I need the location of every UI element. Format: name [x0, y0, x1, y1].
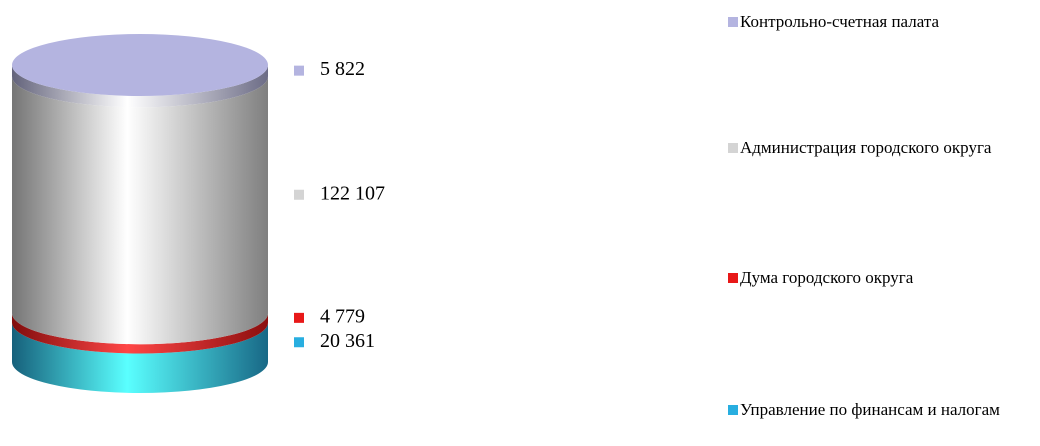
legend-entry: Администрация городского округа	[728, 136, 1025, 160]
value-label-marker	[294, 312, 304, 323]
legend-label: Управление по финансам и налогам	[740, 400, 1000, 419]
legend-swatch	[728, 405, 738, 415]
cylinder-segment	[12, 76, 268, 345]
value-label: 5 822	[320, 58, 365, 80]
legend-entry: Контрольно-счетная палата	[728, 10, 1025, 34]
legend-entry: Дума городского округа	[728, 266, 1025, 290]
cylinder-segment	[12, 65, 268, 108]
cylinder-segment	[12, 322, 268, 393]
legend-swatch	[728, 143, 738, 153]
legend-label: Администрация городского округа	[740, 138, 992, 157]
value-label-marker	[294, 65, 304, 76]
value-label: 122 107	[320, 182, 385, 204]
legend-label: Контрольно-счетная палата	[740, 12, 940, 31]
value-label-marker	[294, 189, 304, 200]
value-label: 4 779	[320, 305, 365, 327]
legend-label: Дума городского округа	[740, 268, 914, 287]
cylinder-segment	[12, 313, 268, 354]
legend-swatch	[728, 273, 738, 283]
value-label: 20 361	[320, 330, 375, 352]
legend-swatch	[728, 17, 738, 27]
value-label-marker	[294, 337, 304, 348]
legend-entry: Управление по финансам и налогам	[728, 398, 1025, 422]
cylinder-cap	[12, 34, 268, 96]
